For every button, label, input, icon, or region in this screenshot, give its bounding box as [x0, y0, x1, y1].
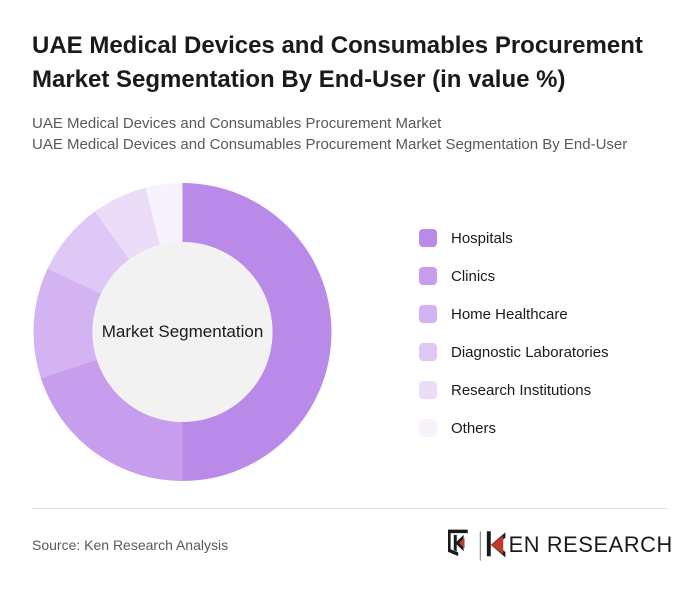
svg-text:EN RESEARCH: EN RESEARCH — [509, 532, 673, 557]
